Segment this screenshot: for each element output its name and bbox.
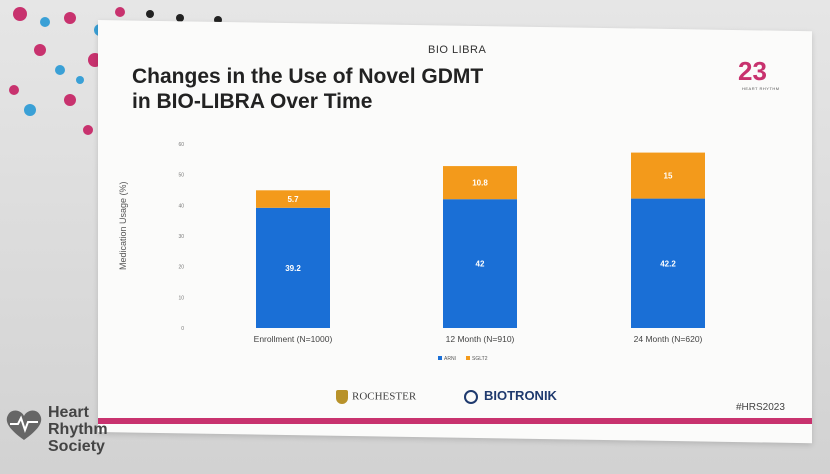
y-tick-label: 0 — [181, 326, 184, 332]
heart-rhythm-society-logo: Heart Rhythm Society — [2, 404, 132, 468]
title-line-2: in BIO-LIBRA Over Time — [132, 90, 373, 113]
society-line-2: Rhythm — [48, 421, 108, 438]
data-label: 42.2 — [660, 259, 676, 268]
shield-icon — [336, 390, 348, 404]
biotronik-icon — [464, 389, 478, 404]
bar-arni-1 — [443, 199, 517, 328]
rochester-logo: ROCHESTER — [336, 390, 416, 404]
stacked-bar-chart: 0 10 20 30 40 50 60 39.2 5.7 Enrollment (N=1000) 4… — [178, 142, 705, 362]
y-tick-label: 60 — [178, 142, 184, 148]
rochester-text: ROCHESTER — [352, 390, 417, 403]
study-logo: BIO LIBRA — [428, 44, 487, 56]
legend-label: SGLT2 — [472, 356, 488, 362]
biotronik-text: BIOTRONIK — [484, 388, 557, 403]
legend-swatch-sglt2 — [466, 356, 470, 360]
society-line-3: Society — [48, 438, 105, 455]
society-line-1: Heart — [48, 404, 89, 421]
data-label: 5.7 — [287, 195, 299, 204]
hashtag: #HRS2023 — [736, 402, 785, 413]
title-line-1: Changes in the Use of Novel GDMT — [132, 65, 484, 88]
legend-label: ARNI — [444, 356, 456, 362]
data-label: 10.8 — [472, 179, 488, 188]
y-axis-label: Medication Usage (%) — [118, 181, 128, 270]
x-tick-label: Enrollment (N=1000) — [254, 334, 333, 344]
hrs-year: 23 — [738, 56, 767, 86]
data-label: 39.2 — [285, 264, 301, 273]
y-tick-label: 30 — [178, 234, 184, 240]
hrs-subtitle: HEART RHYTHM — [742, 86, 780, 91]
biotronik-logo: BIOTRONIK — [464, 388, 557, 404]
y-tick-label: 10 — [178, 295, 184, 301]
data-label: 42 — [476, 260, 485, 269]
y-tick-label: 40 — [178, 203, 184, 209]
hrs-2023-logo: 23 HEART RHYTHM — [738, 56, 798, 100]
y-tick-label: 50 — [178, 173, 184, 179]
x-tick-label: 24 Month (N=620) — [634, 334, 703, 344]
bar-arni-0 — [256, 207, 330, 328]
accent-bar — [98, 418, 812, 424]
legend-swatch-arni — [438, 356, 442, 360]
bar-arni-2 — [631, 198, 705, 328]
slide-title: Changes in the Use of Novel GDMT in BIO-… — [132, 64, 652, 114]
data-label: 15 — [664, 172, 673, 181]
x-tick-label: 12 Month (N=910) — [446, 334, 515, 344]
society-text: Heart Rhythm Society — [48, 404, 108, 455]
bar-sglt2-2 — [631, 152, 705, 199]
y-tick-label: 20 — [178, 265, 184, 271]
presentation-slide: BIO LIBRA Changes in the Use of Novel GD… — [98, 20, 812, 444]
bar-sglt2-0 — [256, 190, 330, 208]
heart-icon — [6, 410, 42, 440]
bar-sglt2-1 — [443, 166, 517, 200]
